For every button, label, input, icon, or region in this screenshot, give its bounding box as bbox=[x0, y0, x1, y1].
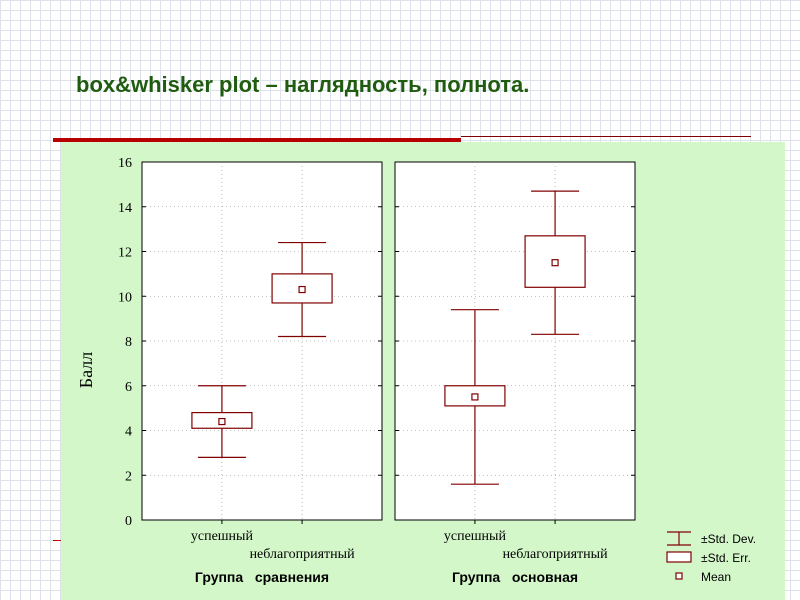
legend-mean-icon bbox=[675, 572, 683, 580]
category-label: успешный bbox=[444, 529, 507, 544]
group-label: Группа сравнения bbox=[195, 569, 329, 585]
mean-marker bbox=[298, 285, 306, 294]
y-tick-label: 2 bbox=[125, 469, 132, 484]
legend-label: ±Std. Dev. bbox=[701, 532, 756, 546]
category-label: неблагоприятный bbox=[250, 547, 356, 562]
mean-marker bbox=[218, 417, 226, 426]
y-tick-label: 0 bbox=[125, 514, 132, 529]
mean-marker bbox=[471, 393, 479, 401]
y-tick-label: 10 bbox=[118, 290, 132, 305]
slide-title: box&whisker plot – наглядность, полнота. bbox=[76, 72, 530, 97]
y-tick-label: 16 bbox=[118, 156, 132, 171]
y-tick-label: 6 bbox=[125, 380, 132, 395]
title-underline-thin bbox=[461, 136, 751, 137]
group-label: Группа основная bbox=[452, 569, 578, 585]
mean-marker bbox=[551, 259, 559, 267]
y-tick-label: 4 bbox=[125, 425, 132, 440]
y-tick-label: 8 bbox=[125, 335, 132, 350]
y-axis-label: Балл bbox=[76, 352, 96, 388]
left-accent-mark bbox=[53, 540, 61, 541]
legend-label: Mean bbox=[701, 570, 731, 584]
y-tick-label: 12 bbox=[118, 246, 132, 261]
y-tick-label: 14 bbox=[118, 201, 132, 216]
category-label: успешный bbox=[191, 529, 254, 544]
legend-std-err-icon bbox=[666, 551, 692, 563]
legend-label: ±Std. Err. bbox=[701, 551, 751, 565]
category-label: неблагоприятный bbox=[503, 547, 609, 562]
title-underline-red bbox=[53, 138, 461, 142]
